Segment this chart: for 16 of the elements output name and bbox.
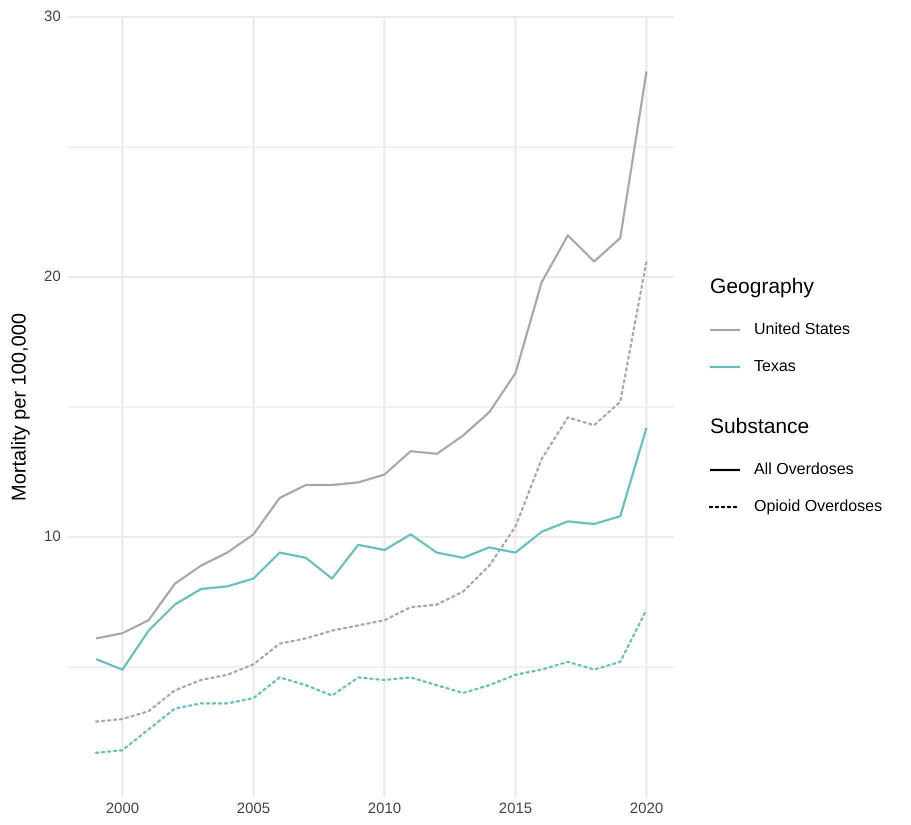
legend-label: United States — [754, 320, 850, 338]
text: Geography — [710, 275, 814, 298]
x-tick-label: 2020 — [630, 800, 664, 818]
line-series — [95, 260, 648, 723]
text: All Overdoses — [754, 460, 854, 478]
text: Substance — [710, 415, 810, 438]
y-tick-label: 30 — [44, 8, 61, 26]
x-tick-label: 2000 — [106, 800, 140, 818]
x-tick-label: 2005 — [236, 800, 270, 818]
x-tick-label: 2015 — [498, 800, 532, 818]
text: Opioid Overdoses — [754, 498, 882, 516]
legend-label: Texas — [754, 358, 796, 376]
x-tick-label: 2010 — [368, 800, 402, 818]
y-axis-title: Mortality per 100,000 — [8, 313, 31, 501]
y-tick-label: 20 — [44, 268, 61, 286]
y-tick-label: 10 — [44, 528, 61, 546]
